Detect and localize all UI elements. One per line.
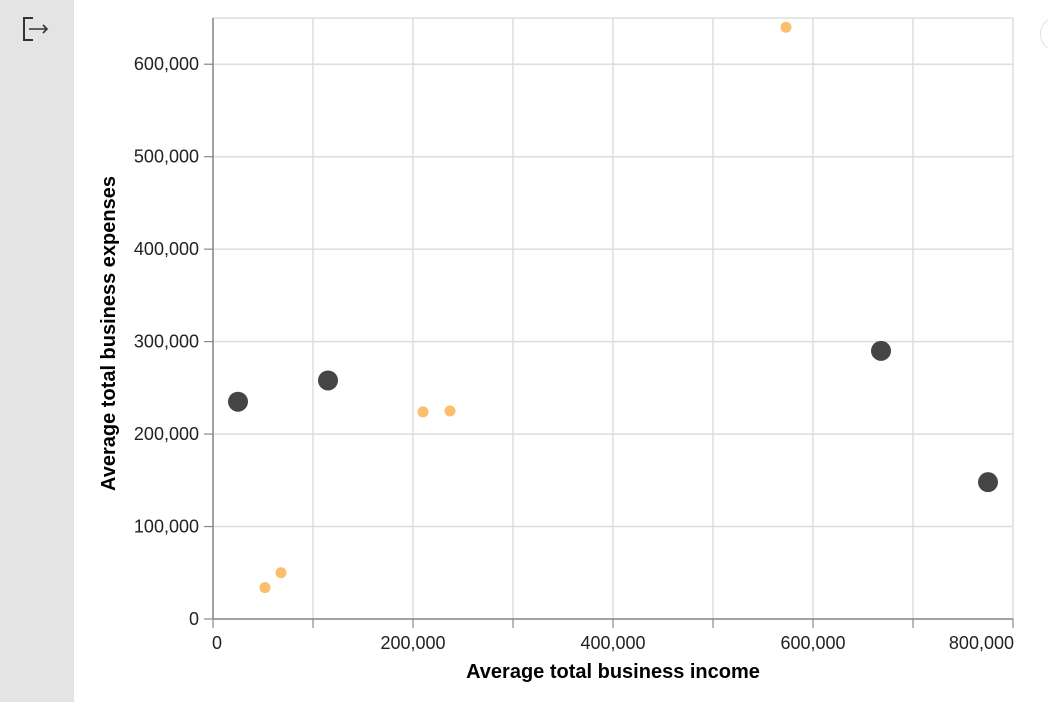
exit-to-right-icon xyxy=(23,17,49,41)
data-point-large[interactable] xyxy=(228,391,248,412)
x-tick-label: 400,000 xyxy=(580,633,645,653)
x-tick-label: 200,000 xyxy=(380,633,445,653)
y-tick-label: 400,000 xyxy=(134,239,199,259)
y-tick-label: 300,000 xyxy=(134,332,199,352)
x-tick-label: 800,000 xyxy=(949,633,1014,653)
y-tick-label: 200,000 xyxy=(134,424,199,444)
data-point-small[interactable] xyxy=(444,405,456,417)
grid-lines xyxy=(212,17,1014,620)
data-point-small[interactable] xyxy=(275,567,287,579)
data-point-large[interactable] xyxy=(871,340,891,361)
data-point-small[interactable] xyxy=(417,406,429,418)
exit-button[interactable] xyxy=(19,14,55,46)
y-tick-label: 100,000 xyxy=(134,517,199,537)
chart-container: 0 200,000 400,000 600,000 800,000 0 100,000 200… xyxy=(74,0,1048,702)
data-point-large[interactable] xyxy=(318,370,338,391)
data-points xyxy=(228,21,998,594)
data-point-small[interactable] xyxy=(780,21,792,33)
sidebar xyxy=(0,0,74,702)
y-axis-label: Average total business expenses xyxy=(98,176,120,491)
y-tick-label: 0 xyxy=(189,609,199,629)
y-tick-label: 600,000 xyxy=(134,54,199,74)
x-tick-label: 0 xyxy=(212,633,222,653)
data-point-small[interactable] xyxy=(259,582,271,594)
axes: 0 200,000 400,000 600,000 800,000 0 100,000 200… xyxy=(134,18,1014,653)
data-point-large[interactable] xyxy=(978,472,998,493)
x-tick-label: 600,000 xyxy=(780,633,845,653)
scatter-chart: 0 200,000 400,000 600,000 800,000 0 100,000 200… xyxy=(98,17,1014,683)
y-tick-label: 500,000 xyxy=(134,147,199,167)
x-axis-label: Average total business income xyxy=(466,661,760,683)
